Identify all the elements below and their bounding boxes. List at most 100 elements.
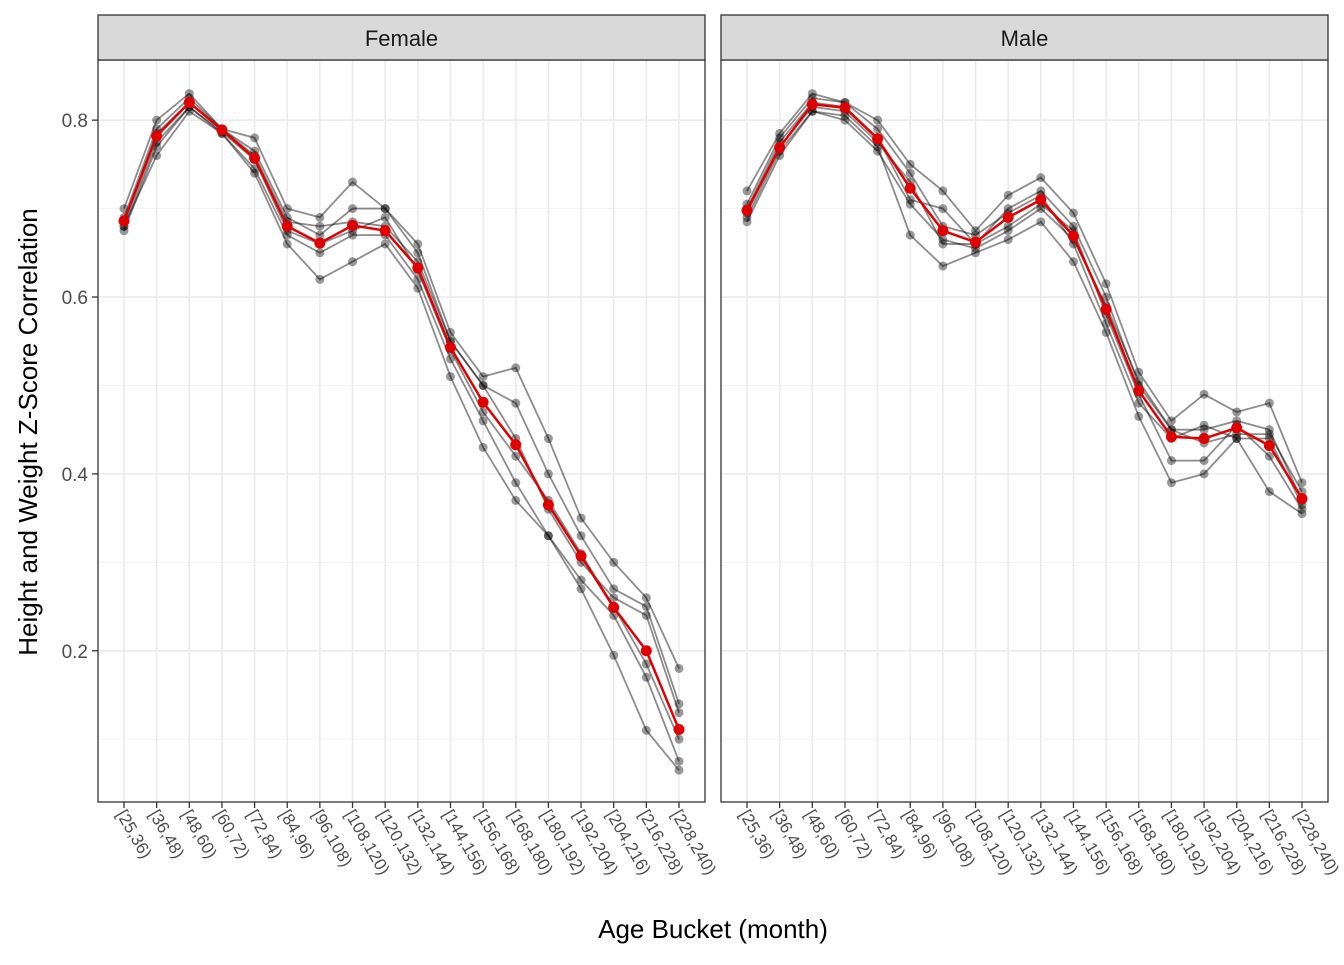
replicate-point [315, 274, 325, 284]
replicate-point [119, 226, 129, 236]
replicate-point [873, 115, 883, 125]
replicate-point [1199, 456, 1209, 466]
replicate-point [282, 230, 292, 240]
replicate-point [609, 584, 619, 594]
replicate-point [1003, 235, 1013, 245]
replicate-point [1101, 292, 1111, 302]
replicate-point [905, 168, 915, 178]
replicate-point [1068, 208, 1078, 218]
replicate-line [746, 110, 1303, 515]
replicate-point [315, 248, 325, 258]
replicate-point [1199, 425, 1209, 435]
replicate-point [1101, 327, 1111, 337]
replicate-point [641, 602, 651, 612]
replicate-point [478, 416, 488, 426]
replicate-point [445, 354, 455, 364]
mean-point [904, 182, 916, 194]
replicate-point [609, 610, 619, 620]
replicate-point [250, 168, 260, 178]
replicate-point [938, 204, 948, 214]
replicate-point [1232, 407, 1242, 417]
replicate-point [938, 261, 948, 271]
mean-point [1198, 433, 1210, 445]
replicate-point [184, 106, 194, 116]
mean-point [183, 96, 195, 108]
replicate-point [511, 451, 521, 461]
replicate-point [413, 239, 423, 249]
replicate-point [609, 557, 619, 567]
replicate-point [1232, 434, 1242, 444]
replicate-point [576, 575, 586, 585]
replicate-point [938, 186, 948, 196]
mean-line [122, 100, 681, 730]
replicate-point [1199, 389, 1209, 399]
mean-point [1067, 230, 1079, 242]
mean-point [673, 723, 685, 735]
replicate-point [674, 734, 684, 744]
replicate-point [348, 204, 358, 214]
mean-point [1133, 385, 1145, 397]
replicate-point [742, 217, 752, 227]
replicate-point [1297, 478, 1307, 488]
replicate-point [1232, 434, 1242, 444]
mean-point [1002, 211, 1014, 223]
replicate-point [1264, 425, 1274, 435]
replicate-point [478, 380, 488, 390]
replicate-point [742, 186, 752, 196]
replicate-point [1134, 367, 1144, 377]
mean-point [872, 133, 884, 145]
mean-point [806, 98, 818, 110]
replicate-point [511, 363, 521, 373]
replicate-line [746, 110, 1303, 493]
mean-point [970, 236, 982, 248]
mean-point [216, 124, 228, 136]
replicate-point [576, 584, 586, 594]
replicate-point [348, 257, 358, 267]
panel-background [98, 60, 705, 802]
replicate-point [511, 398, 521, 408]
replicate-point [938, 235, 948, 245]
mean-point [1263, 440, 1275, 452]
panel-female: Female[25,36)[36,48)[48,60)[60,72)[72,84… [62, 14, 720, 878]
mean-point [1035, 194, 1047, 206]
replicate-point [905, 230, 915, 240]
mean-point [118, 215, 130, 227]
panel-male: Male[25,36)[36,48)[48,60)[60,72)[72,84)[… [720, 14, 1343, 878]
replicate-point [576, 513, 586, 523]
mean-point [741, 204, 753, 216]
replicate-point [1264, 429, 1274, 439]
replicate-point [1297, 504, 1307, 514]
replicate-point [1264, 398, 1274, 408]
replicate-point [380, 212, 390, 222]
replicate-point [576, 531, 586, 541]
y-tick-label: 0.8 [62, 111, 88, 132]
mean-point [640, 645, 652, 657]
replicate-point [445, 327, 455, 337]
replicate-point [840, 111, 850, 121]
y-tick-label: 0.2 [62, 642, 88, 663]
replicate-point [1166, 478, 1176, 488]
mean-point [1100, 303, 1112, 315]
replicate-point [873, 146, 883, 156]
y-axis-title: Height and Weight Z-Score Correlation [13, 208, 43, 656]
replicate-point [971, 226, 981, 236]
replicate-point [1068, 221, 1078, 231]
mean-point [575, 550, 587, 562]
replicate-point [282, 239, 292, 249]
mean-point [444, 341, 456, 353]
y-tick-label: 0.4 [62, 465, 89, 486]
replicate-point [478, 442, 488, 452]
replicate-point [250, 133, 260, 143]
replicate-point [1003, 190, 1013, 200]
replicate-point [674, 708, 684, 718]
replicate-line [123, 105, 680, 740]
replicate-point [315, 230, 325, 240]
replicate-point [543, 531, 553, 541]
replicate-point [1264, 487, 1274, 497]
replicate-point [674, 765, 684, 775]
replicate-point [1036, 186, 1046, 196]
mean-point [608, 601, 620, 613]
replicate-point [380, 204, 390, 214]
replicate-point [119, 204, 129, 214]
replicate-point [315, 221, 325, 231]
